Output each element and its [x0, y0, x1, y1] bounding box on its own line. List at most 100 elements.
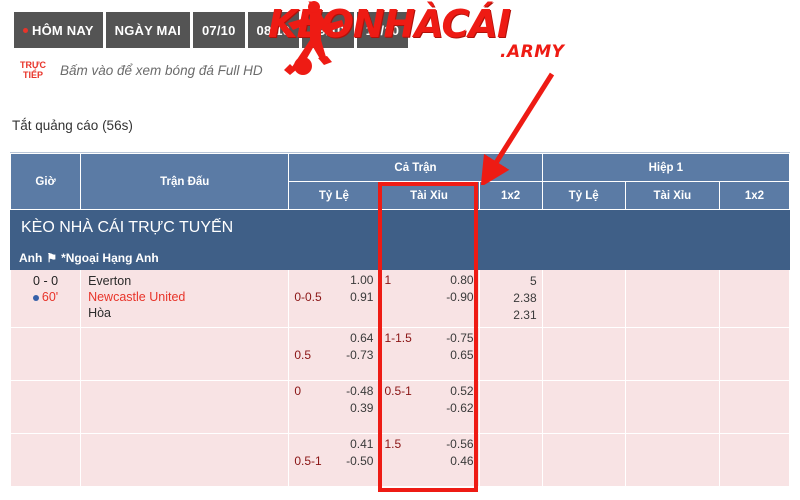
price-mid: -0.90	[446, 290, 474, 304]
cell-time	[9, 327, 82, 381]
cell-h1-1x2[interactable]	[718, 269, 791, 328]
col-group-first-half[interactable]: Hiệp 1	[541, 153, 791, 182]
section-title: KÈO NHÀ CÁI TRỰC TUYẾN	[10, 209, 790, 246]
date-tab-strip: HÔM NAY NGÀY MAI 07/10 08/10 09/10 10/10	[14, 12, 409, 48]
cell-ft-1x2[interactable]	[478, 327, 543, 381]
odds-group: 0.5-1 0.41 -0.50	[294, 437, 373, 483]
col-header-ft-overunder[interactable]: Tài Xỉu	[378, 181, 480, 210]
price-draw: 2.38	[513, 291, 537, 305]
cell-h1-handicap[interactable]	[541, 327, 626, 381]
col-header-h1-overunder[interactable]: Tài Xỉu	[624, 181, 720, 210]
cell-ft-overunder[interactable]: 0.5-1 0.52 -0.62	[378, 380, 480, 434]
cell-match	[80, 380, 290, 434]
cell-h1-overunder[interactable]	[624, 327, 720, 381]
table-row[interactable]: 0 - 0 60' Everton Newcastle United Hòa 0…	[9, 269, 791, 328]
cell-h1-handicap[interactable]	[541, 380, 626, 434]
odds-group: 1-1.5 -0.75 0.65	[384, 331, 473, 377]
odds-group: 1 0.80 -0.90	[384, 273, 473, 324]
tab-date-0810[interactable]: 08/10	[247, 12, 300, 48]
col-header-ft-handicap[interactable]: Tỷ Lệ	[288, 181, 380, 210]
price-mid: -0.50	[346, 454, 374, 468]
handicap-line: 0-0.5	[294, 290, 322, 304]
close-ad-link[interactable]: Tắt quảng cáo (56s)	[12, 118, 133, 133]
odds-group: 0 -0.48 0.39	[294, 384, 373, 430]
logo-suffix: .ARMY	[500, 42, 565, 62]
cell-ft-handicap[interactable]: 0.5-1 0.41 -0.50	[288, 433, 380, 487]
cell-ft-overunder[interactable]: 1.5 -0.56 0.46	[378, 433, 480, 487]
tab-date-0710[interactable]: 07/10	[192, 12, 245, 48]
price-top: 0.80	[450, 273, 474, 287]
match-score: 0 - 0	[33, 274, 59, 288]
league-name: *Ngoại Hạng Anh	[61, 250, 159, 265]
col-header-match[interactable]: Trận Đấu	[80, 153, 290, 210]
team-home: Everton	[88, 274, 132, 288]
price-top: 1.00	[350, 273, 374, 287]
col-header-ft-1x2[interactable]: 1x2	[478, 181, 543, 210]
cell-ft-1x2[interactable]	[478, 380, 543, 434]
odds-group: 0.5-1 0.52 -0.62	[384, 384, 473, 430]
handicap-line: 0.5	[294, 348, 312, 362]
match-minute: 60'	[41, 290, 59, 304]
price-away: 2.31	[513, 308, 537, 322]
tab-hom-nay[interactable]: HÔM NAY	[14, 12, 103, 48]
league-row[interactable]: Anh ⚑ *Ngoại Hạng Anh	[10, 245, 790, 270]
col-group-full-time[interactable]: Cả Trận	[288, 153, 543, 182]
price-mid: 0.46	[450, 454, 474, 468]
live-badge-line1: TRỰC	[20, 60, 46, 70]
section-title-row: KÈO NHÀ CÁI TRỰC TUYẾN	[10, 209, 790, 246]
table-row[interactable]: 0.5 0.64 -0.73 1-1.5 -0.75 0.65	[9, 327, 791, 381]
cell-ft-overunder[interactable]: 1 0.80 -0.90	[378, 269, 480, 328]
cell-ft-handicap[interactable]: 0.5 0.64 -0.73	[288, 327, 380, 381]
odds-table-body: KÈO NHÀ CÁI TRỰC TUYẾN Anh ⚑ *Ngoại Hạng A…	[9, 209, 791, 487]
tab-date-1010[interactable]: 10/10	[356, 12, 409, 48]
col-header-h1-1x2[interactable]: 1x2	[718, 181, 791, 210]
table-row[interactable]: 0.5-1 0.41 -0.50 1.5 -0.56 0.46	[9, 433, 791, 487]
cell-h1-overunder[interactable]	[624, 269, 720, 328]
live-badge-line2: TIẾP	[22, 70, 43, 80]
cell-h1-handicap[interactable]	[541, 433, 626, 487]
match-minute-wrap: 60'	[16, 289, 75, 305]
cell-ft-overunder[interactable]: 1-1.5 -0.75 0.65	[378, 327, 480, 381]
tab-ngay-mai[interactable]: NGÀY MAI	[105, 12, 190, 48]
cell-h1-1x2[interactable]	[718, 433, 791, 487]
cell-time	[9, 433, 82, 487]
cell-time	[9, 380, 82, 434]
live-stream-banner[interactable]: TRỰC TIẾP Bấm vào để xem bóng đá Full HD	[16, 60, 263, 80]
tab-date-0910[interactable]: 09/10	[302, 12, 354, 48]
price-mid: -0.62	[446, 401, 474, 415]
cell-h1-1x2[interactable]	[718, 327, 791, 381]
price-top: 0.52	[450, 384, 474, 398]
handicap-line: 0	[294, 384, 302, 398]
cell-ft-1x2[interactable]	[478, 433, 543, 487]
odds-group: 1.5 -0.56 0.46	[384, 437, 473, 483]
odds-group: 0.5 0.64 -0.73	[294, 331, 373, 377]
status-dot-icon	[32, 294, 39, 301]
cell-h1-overunder[interactable]	[624, 433, 720, 487]
cell-match: Everton Newcastle United Hòa	[80, 269, 290, 328]
tab-label: NGÀY MAI	[114, 22, 181, 38]
team-draw-label: Hòa	[88, 306, 112, 320]
cell-h1-overunder[interactable]	[624, 380, 720, 434]
price-top: 0.64	[350, 331, 374, 345]
cell-h1-handicap[interactable]	[541, 269, 626, 328]
tab-label: HÔM NAY	[32, 22, 94, 38]
cell-ft-handicap[interactable]: 0 -0.48 0.39	[288, 380, 380, 434]
handicap-line: 0.5-1	[294, 454, 322, 468]
table-row[interactable]: 0 -0.48 0.39 0.5-1 0.52 -0.62	[9, 380, 791, 434]
cell-ft-handicap[interactable]: 0-0.5 1.00 0.91	[288, 269, 380, 328]
live-banner-text: Bấm vào để xem bóng đá Full HD	[60, 62, 263, 78]
price-home: 5	[529, 274, 537, 288]
price-mid: 0.91	[350, 290, 374, 304]
live-dot-icon	[23, 27, 28, 33]
tab-label: 08/10	[256, 22, 291, 38]
col-header-time[interactable]: Giờ	[9, 153, 82, 210]
cell-h1-1x2[interactable]	[718, 380, 791, 434]
odds-board: Giờ Trận Đấu Cả Trận Hiệp 1 Tỷ Lệ Tài Xỉ…	[9, 152, 791, 487]
price-top: -0.56	[446, 437, 474, 451]
team-away: Newcastle United	[88, 290, 186, 304]
tab-label: 07/10	[201, 22, 236, 38]
cell-ft-1x2[interactable]: 5 2.38 2.31	[478, 269, 543, 328]
price-top: -0.48	[346, 384, 374, 398]
col-header-h1-handicap[interactable]: Tỷ Lệ	[541, 181, 626, 210]
ou-line: 1	[384, 273, 392, 287]
